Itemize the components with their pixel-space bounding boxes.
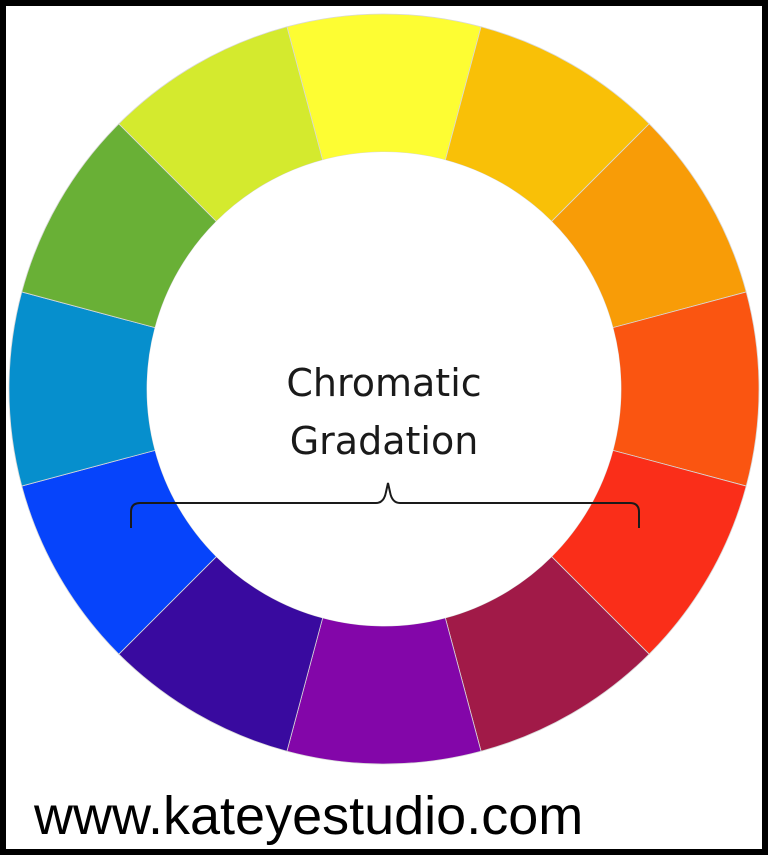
wheel-label-line1: Chromatic xyxy=(286,361,482,405)
wheel-segments xyxy=(8,13,760,765)
gradation-bracket xyxy=(130,482,640,528)
wheel-label-line2: Gradation xyxy=(289,419,479,463)
wheel-label: Chromatic Gradation xyxy=(234,354,534,470)
wheel-center-hole xyxy=(147,152,621,626)
website-url: www.kateyestudio.com xyxy=(34,786,584,846)
